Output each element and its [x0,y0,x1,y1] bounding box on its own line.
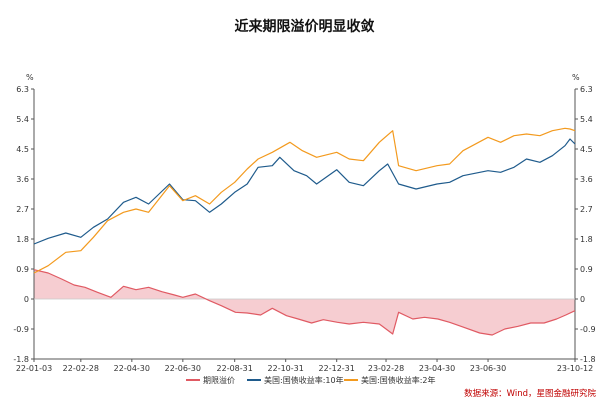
x-tick-label: 22-02-28 [63,364,99,373]
legend-label-2y: 美国:国债收益率:2年 [361,375,435,385]
x-tick-label: 23-04-30 [419,364,455,373]
x-tick-label: 22-06-30 [165,364,201,373]
series-line-2 [33,127,576,274]
right-tick-label: 3.6 [580,175,593,184]
left-tick-label: -0.9 [13,325,29,334]
series-line-0 [33,269,576,336]
x-tick-label: 23-06-30 [470,364,506,373]
series-lines [33,127,576,336]
x-tick-label: 23-10-12 [557,364,593,373]
x-tick-label: 22-04-30 [114,364,150,373]
right-tick-label: 6.3 [580,85,593,94]
left-tick-label: 5.4 [16,115,29,124]
premium-area [34,269,575,335]
x-tick-label: 23-02-28 [368,364,404,373]
x-tick-label: 22-01-03 [16,364,52,373]
right-tick-label: -1.8 [580,355,596,364]
axes [31,88,578,362]
series-line-1 [33,138,576,245]
x-tick-label: 22-10-31 [268,364,304,373]
left-tick-label: 1.8 [16,235,29,244]
x-tick-label: 22-12-31 [319,364,355,373]
right-tick-label: 0.9 [580,265,593,274]
tick-labels: 6.3 6.3 5.4 5.4 4.5 4.5 3.6 3.6 2.7 2.7 1.8 1.8 0.9 0… [13,85,595,373]
data-source: 数据来源：Wind，星图金融研究院 [464,388,596,399]
left-tick-label: -1.8 [13,355,29,364]
right-tick-label: 5.4 [580,115,593,124]
left-tick-label: 2.7 [16,205,29,214]
right-tick-label: -0.9 [580,325,596,334]
right-tick-label: 1.8 [580,235,593,244]
legend: 期限溢价 美国:国债收益率:10年 美国:国债收益率:2年 [186,375,435,385]
left-axis-unit: % [26,73,34,82]
legend-label-10y: 美国:国债收益率:10年 [264,375,344,385]
left-tick-label: 6.3 [16,85,29,94]
chart-title: 近来期限溢价明显收敛 [235,18,375,35]
left-tick-label: 3.6 [16,175,29,184]
right-axis-unit: % [572,73,580,82]
legend-label-premium: 期限溢价 [203,375,235,385]
x-tick-label: 22-08-31 [217,364,253,373]
left-tick-label: 0 [24,295,29,304]
left-tick-label: 0.9 [16,265,29,274]
right-tick-label: 4.5 [580,145,593,154]
right-tick-label: 0 [580,295,585,304]
right-tick-label: 2.7 [580,205,593,214]
left-tick-label: 4.5 [16,145,29,154]
series-area-0 [34,269,575,335]
